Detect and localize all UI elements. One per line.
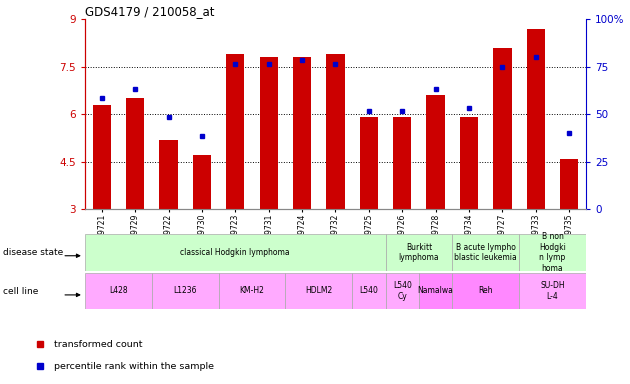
- Bar: [93, 105, 111, 209]
- Bar: [293, 57, 311, 209]
- Text: SU-DH
L-4: SU-DH L-4: [540, 281, 565, 301]
- Text: percentile rank within the sample: percentile rank within the sample: [54, 362, 214, 371]
- Text: L428: L428: [109, 286, 128, 295]
- Bar: [285, 273, 352, 309]
- Text: KM-H2: KM-H2: [239, 286, 265, 295]
- Bar: [219, 273, 285, 309]
- Text: Burkitt
lymphoma: Burkitt lymphoma: [399, 243, 439, 262]
- Text: Namalwa: Namalwa: [418, 286, 454, 295]
- Bar: [493, 48, 512, 209]
- Text: Reh: Reh: [478, 286, 493, 295]
- Bar: [386, 234, 452, 271]
- Bar: [360, 118, 378, 209]
- Text: HDLM2: HDLM2: [305, 286, 333, 295]
- Bar: [460, 118, 478, 209]
- Text: GDS4179 / 210058_at: GDS4179 / 210058_at: [85, 5, 215, 18]
- Text: classical Hodgkin lymphoma: classical Hodgkin lymphoma: [180, 248, 290, 257]
- Bar: [260, 57, 278, 209]
- Bar: [85, 234, 386, 271]
- Text: B acute lympho
blastic leukemia: B acute lympho blastic leukemia: [454, 243, 517, 262]
- Text: transformed count: transformed count: [54, 340, 142, 349]
- Bar: [452, 234, 519, 271]
- Text: L540: L540: [360, 286, 378, 295]
- Bar: [352, 273, 386, 309]
- Bar: [159, 140, 178, 209]
- Text: L1236: L1236: [173, 286, 197, 295]
- Bar: [519, 273, 586, 309]
- Bar: [519, 234, 586, 271]
- Bar: [419, 273, 452, 309]
- Bar: [152, 273, 219, 309]
- Bar: [193, 156, 211, 209]
- Bar: [452, 273, 519, 309]
- Text: L540
Cy: L540 Cy: [393, 281, 411, 301]
- Bar: [326, 54, 345, 209]
- Bar: [560, 159, 578, 209]
- Bar: [226, 54, 244, 209]
- Text: B non
Hodgki
n lymp
homa: B non Hodgki n lymp homa: [539, 232, 566, 273]
- Bar: [386, 273, 419, 309]
- Text: disease state: disease state: [3, 248, 64, 257]
- Bar: [527, 29, 545, 209]
- Bar: [427, 95, 445, 209]
- Bar: [393, 118, 411, 209]
- Bar: [85, 273, 152, 309]
- Text: cell line: cell line: [3, 286, 38, 296]
- Bar: [126, 98, 144, 209]
